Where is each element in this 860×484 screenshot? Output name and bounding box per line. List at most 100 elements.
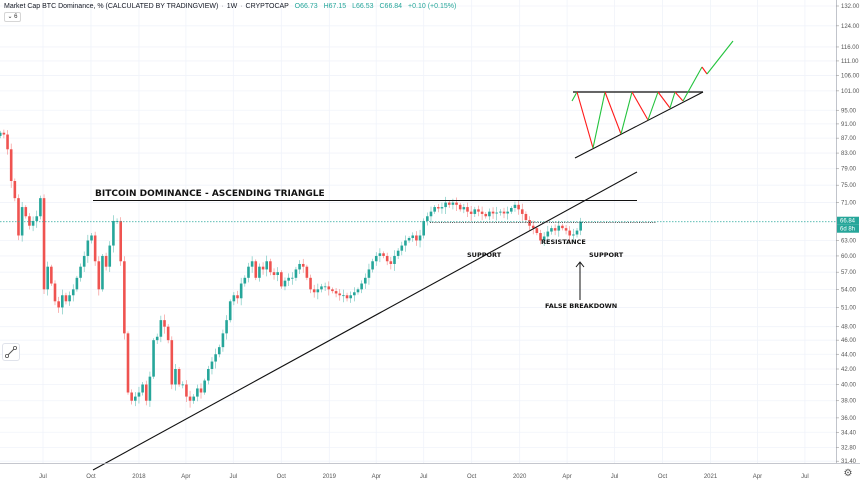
- candle-body: [371, 261, 374, 270]
- price-axis[interactable]: 132.00 124.00 116.00 111.00 106.00 101.00 95.0…: [836, 4, 860, 465]
- candle-body: [9, 149, 13, 182]
- candlestick-series: [0, 129, 582, 408]
- candle: [192, 394, 196, 404]
- candle: [418, 229, 422, 248]
- gear-icon[interactable]: ⚙: [843, 468, 853, 479]
- candle: [236, 290, 239, 304]
- chart-legend: Market Cap BTC Dominance, % (CALCULATED …: [4, 3, 457, 10]
- candle: [155, 333, 159, 344]
- time-tick-label: Oct: [658, 474, 668, 480]
- candle-body: [155, 336, 159, 341]
- candle-body: [141, 384, 144, 393]
- candle-body: [64, 295, 68, 302]
- candle-body: [327, 286, 331, 290]
- candle-body: [13, 181, 17, 199]
- candle-body: [71, 289, 75, 296]
- candle: [469, 205, 473, 221]
- candle: [327, 281, 331, 296]
- candle: [93, 231, 97, 266]
- candle-body: [455, 202, 458, 205]
- candle-body: [382, 253, 385, 256]
- candle-body: [404, 240, 407, 246]
- price-tick-label: 79.00: [841, 167, 857, 173]
- candle: [2, 129, 6, 139]
- candle: [363, 273, 367, 289]
- candle-body: [309, 277, 312, 290]
- candle-body: [415, 235, 418, 241]
- price-tick-label: 106.00: [841, 74, 860, 80]
- candle-body: [101, 255, 104, 290]
- candle: [64, 292, 68, 305]
- candle: [338, 289, 342, 301]
- candle-body: [575, 230, 579, 235]
- zigzag-down-leg: [576, 91, 594, 149]
- candle: [232, 292, 236, 306]
- candle: [488, 208, 491, 221]
- time-axis[interactable]: Jul Oct 2018 Apr Jul Oct 2019 Apr Jul Oct 2020 Apr J…: [39, 474, 809, 480]
- candle-body: [68, 295, 71, 302]
- candle: [126, 331, 130, 395]
- chart-grid: [0, 0, 836, 463]
- candle: [539, 229, 542, 245]
- candle-body: [353, 292, 356, 296]
- candle-body: [86, 240, 90, 256]
- candle: [163, 314, 166, 334]
- candle: [367, 263, 371, 285]
- candle-body: [334, 291, 338, 294]
- candle: [71, 284, 75, 302]
- price-tick-label: 87.00: [841, 136, 857, 142]
- price-tick-label: 34.40: [841, 430, 857, 436]
- time-tick-label: Apr: [372, 474, 381, 480]
- ohlc-open: O66.73: [294, 3, 318, 10]
- candle-body: [31, 220, 35, 226]
- collapse-indicators-button[interactable]: ⌄ 6: [4, 12, 21, 22]
- candle: [473, 206, 477, 217]
- candle-body: [301, 263, 305, 267]
- candle: [557, 220, 561, 237]
- candle: [196, 384, 199, 402]
- candle-body: [0, 132, 2, 136]
- candle-body: [166, 326, 170, 341]
- time-tick-label: Jul: [230, 474, 238, 480]
- price-tick-label: 75.00: [841, 183, 857, 189]
- candle: [353, 287, 356, 302]
- price-tick-label: 44.00: [841, 352, 857, 358]
- candle: [68, 291, 71, 306]
- candle: [166, 324, 170, 344]
- candle: [455, 197, 458, 211]
- triangle-breakout-sketch: [571, 40, 734, 159]
- candle-body: [221, 333, 225, 348]
- candle: [53, 280, 57, 306]
- candle-body: [342, 295, 345, 297]
- candle: [466, 202, 469, 218]
- candle-body: [6, 134, 9, 150]
- candle-body: [579, 221, 582, 231]
- time-tick-label: Apr: [181, 474, 190, 480]
- candle-body: [104, 255, 108, 267]
- candle-body: [367, 269, 371, 278]
- candle: [243, 275, 247, 287]
- candle-body: [363, 277, 367, 284]
- candle: [320, 283, 323, 293]
- candle: [217, 344, 221, 358]
- candle-body: [480, 211, 484, 214]
- time-tick-label: Jul: [420, 474, 428, 480]
- zigzag-down-leg: [604, 91, 622, 135]
- ohlc-high: H67.15: [323, 3, 347, 10]
- candle: [254, 259, 258, 281]
- candle: [97, 256, 101, 296]
- ohlc-close: C66.84: [379, 3, 403, 10]
- price-tick-label: 42.00: [841, 367, 857, 373]
- symbol-title[interactable]: Market Cap BTC Dominance, % (CALCULATED …: [4, 3, 219, 10]
- candle-body: [243, 277, 247, 284]
- candle-body: [163, 320, 166, 327]
- trendline-tool-icon[interactable]: [2, 343, 20, 361]
- candle-body: [400, 245, 404, 251]
- candle: [436, 203, 440, 213]
- candle: [411, 232, 415, 242]
- candle-body: [360, 283, 363, 290]
- candle: [159, 315, 163, 343]
- candle: [524, 211, 528, 224]
- ascending-support-trendline[interactable]: [92, 171, 638, 471]
